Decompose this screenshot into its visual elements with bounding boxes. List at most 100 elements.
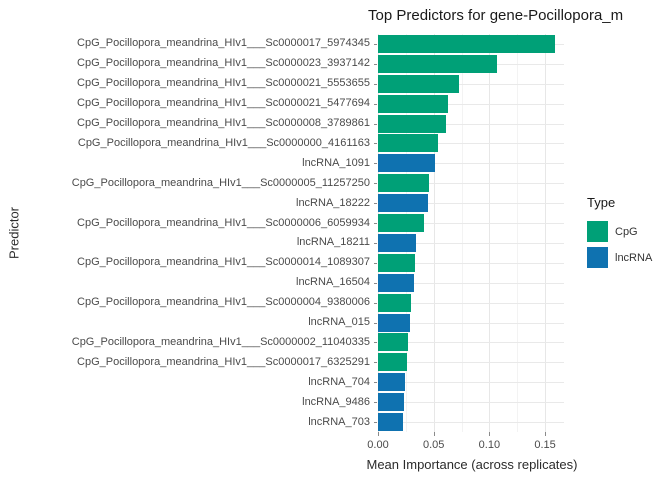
y-axis-label: CpG_Pocillopora_meandrina_HIv1___Sc00000… [77,216,370,229]
x-minor-gridline [461,34,463,432]
y-axis-label: CpG_Pocillopora_meandrina_HIv1___Sc00000… [77,136,370,149]
y-axis-tick [374,342,377,344]
y-axis-label: CpG_Pocillopora_meandrina_HIv1___Sc00000… [77,37,370,50]
y-axis-label: lncRNA_16504 [296,276,370,289]
y-gridline [378,382,564,384]
y-gridline [378,203,564,205]
y-gridline [378,402,564,404]
y-axis-tick [374,242,377,244]
bar [378,293,412,312]
y-axis-tick [374,43,377,45]
y-gridline [378,83,564,85]
legend-label: lncRNA [615,251,653,264]
bar [378,273,414,292]
y-axis-label: CpG_Pocillopora_meandrina_HIv1___Sc00000… [71,176,370,189]
plot-panel [378,34,564,432]
bar [378,333,409,352]
bar [378,154,435,173]
x-axis-tick [378,432,379,436]
y-gridline [378,163,564,165]
y-axis-label: CpG_Pocillopora_meandrina_HIv1___Sc00000… [77,256,370,269]
legend-swatch-cpg [587,221,608,242]
y-gridline [378,143,564,145]
bar [378,134,439,153]
y-axis-label: lncRNA_1091 [302,156,370,169]
y-axis-tick [374,63,377,65]
x-axis-tick-label: 0.10 [478,439,501,451]
x-minor-gridline [405,34,407,432]
x-major-gridline [378,34,379,432]
bar [378,253,415,272]
bar [378,54,498,73]
bar [378,393,404,412]
y-gridline [378,322,564,324]
y-axis-tick [374,302,377,304]
y-axis-tick [374,402,377,404]
x-major-gridline [489,34,491,432]
bar [378,34,556,53]
x-axis-tick [545,432,547,436]
y-axis-label: CpG_Pocillopora_meandrina_HIv1___Sc00000… [77,355,370,368]
x-major-gridline [433,34,435,432]
y-gridline [378,223,564,225]
y-gridline [378,242,564,244]
x-axis-tick [489,432,491,436]
bar [378,353,407,372]
y-axis-label: CpG_Pocillopora_meandrina_HIv1___Sc00000… [77,77,370,90]
y-axis-tick [374,422,377,424]
bar [378,194,429,213]
y-axis-tick [374,362,377,364]
y-axis-label: lncRNA_18222 [296,196,370,209]
y-axis-label: lncRNA_704 [308,375,370,388]
y-gridline [378,123,564,125]
legend-entry: lncRNA [587,247,652,268]
y-gridline [378,183,564,185]
y-axis-label: lncRNA_18211 [296,236,370,249]
legend-title: Type [587,195,616,210]
bar [378,114,446,133]
legend-entry: CpG [587,221,652,242]
chart-title: Top Predictors for gene-Pocillopora_m [368,7,624,24]
y-axis-tick [374,123,377,125]
y-gridline [378,422,564,424]
x-axis-title: Mean Importance (across replicates) [366,457,578,472]
y-axis-label: lncRNA_015 [308,316,370,329]
x-major-gridline [545,34,547,432]
y-axis-tick [374,322,377,324]
y-axis-labels: CpG_Pocillopora_meandrina_HIv1___Sc00000… [0,34,370,432]
y-gridline [378,302,564,304]
y-gridline [378,103,564,105]
x-axis-tick-label: 0.05 [422,439,445,451]
y-axis-label: CpG_Pocillopora_meandrina_HIv1___Sc00000… [77,57,370,70]
y-gridline [378,342,564,344]
bar [378,373,405,392]
y-axis-tick [374,203,377,205]
y-gridline [378,262,564,264]
bar [378,313,411,332]
y-axis-tick [374,163,377,165]
y-axis-tick [374,262,377,264]
bar [378,94,449,113]
y-axis-tick [374,143,377,145]
x-axis-tick-label: 0.15 [534,439,556,451]
y-axis-tick [374,282,377,284]
y-gridline [378,282,564,284]
legend-swatch-lncrna [587,247,608,268]
y-axis-label: lncRNA_703 [308,415,370,428]
bar [378,174,430,193]
legend-entries: CpG lncRNA [587,221,652,268]
y-axis-tick [374,382,377,384]
y-axis-label: CpG_Pocillopora_meandrina_HIv1___Sc00000… [77,296,370,309]
y-axis-tick [374,223,377,225]
x-axis-tick [433,432,435,436]
x-minor-gridline [517,34,519,432]
y-axis-label: lncRNA_9486 [302,395,370,408]
y-gridline [378,362,564,364]
bar [378,233,416,252]
bar [378,214,424,233]
legend-label: CpG [615,225,638,238]
y-axis-label: CpG_Pocillopora_meandrina_HIv1___Sc00000… [77,117,370,130]
legend: Type CpG lncRNA [587,195,652,273]
x-axis-tick-label: 0.00 [367,439,389,451]
